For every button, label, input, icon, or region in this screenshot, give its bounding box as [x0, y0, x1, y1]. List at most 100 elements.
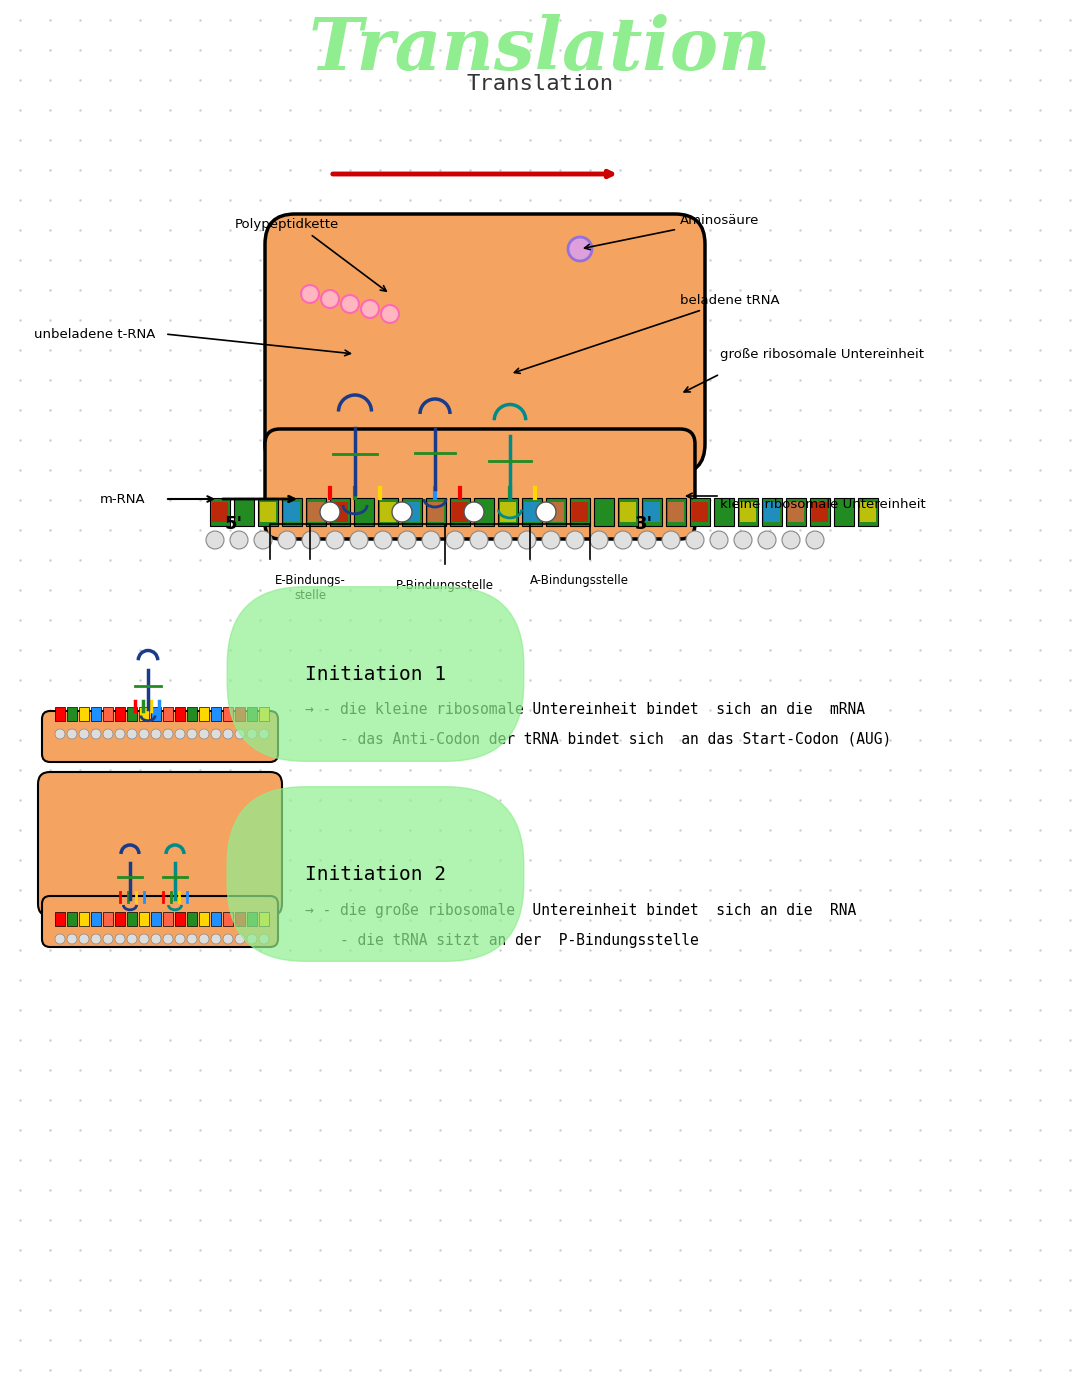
Bar: [500, 502, 516, 521]
Circle shape: [254, 531, 272, 549]
Circle shape: [399, 531, 416, 549]
Circle shape: [199, 934, 210, 944]
Circle shape: [278, 531, 296, 549]
Circle shape: [494, 531, 512, 549]
Circle shape: [381, 305, 399, 323]
Circle shape: [127, 729, 137, 739]
Bar: [330, 498, 350, 526]
Bar: [498, 498, 518, 526]
Bar: [308, 502, 324, 521]
Bar: [474, 498, 494, 526]
Bar: [428, 502, 444, 521]
Text: 3': 3': [635, 514, 653, 533]
Bar: [187, 912, 197, 926]
Bar: [669, 502, 684, 521]
Bar: [91, 707, 102, 721]
Circle shape: [710, 531, 728, 549]
Bar: [211, 707, 221, 721]
FancyBboxPatch shape: [42, 896, 278, 947]
Bar: [378, 498, 399, 526]
Bar: [836, 502, 852, 521]
Bar: [450, 498, 470, 526]
Circle shape: [55, 934, 65, 944]
FancyBboxPatch shape: [42, 711, 278, 763]
Circle shape: [114, 934, 125, 944]
Bar: [812, 502, 828, 521]
Bar: [690, 498, 710, 526]
Bar: [151, 912, 161, 926]
Bar: [222, 912, 233, 926]
Circle shape: [79, 934, 89, 944]
FancyBboxPatch shape: [265, 429, 696, 539]
Bar: [222, 707, 233, 721]
Bar: [234, 498, 254, 526]
Bar: [570, 498, 590, 526]
Text: A-Bindungsstelle: A-Bindungsstelle: [530, 574, 629, 587]
Circle shape: [103, 934, 113, 944]
Circle shape: [638, 531, 656, 549]
Circle shape: [374, 531, 392, 549]
Bar: [55, 707, 65, 721]
Text: Translation: Translation: [309, 14, 771, 85]
Bar: [788, 502, 804, 521]
Text: Aminosäure: Aminosäure: [584, 215, 759, 250]
Bar: [306, 498, 326, 526]
Circle shape: [301, 284, 319, 302]
Circle shape: [615, 531, 632, 549]
Circle shape: [187, 934, 197, 944]
Bar: [548, 502, 564, 521]
Text: Initiation 1: Initiation 1: [305, 665, 446, 683]
Circle shape: [782, 531, 800, 549]
Bar: [212, 502, 228, 521]
Bar: [163, 912, 173, 926]
Circle shape: [806, 531, 824, 549]
Bar: [259, 912, 269, 926]
Circle shape: [662, 531, 680, 549]
Bar: [786, 498, 806, 526]
Bar: [187, 707, 197, 721]
Bar: [834, 498, 854, 526]
Bar: [476, 502, 492, 521]
Text: Polypeptidkette: Polypeptidkette: [235, 217, 339, 230]
Circle shape: [446, 531, 464, 549]
Circle shape: [151, 934, 161, 944]
Circle shape: [350, 531, 368, 549]
Bar: [858, 498, 878, 526]
Bar: [354, 498, 374, 526]
Bar: [175, 707, 185, 721]
Circle shape: [139, 729, 149, 739]
Circle shape: [686, 531, 704, 549]
Circle shape: [235, 934, 245, 944]
Circle shape: [175, 729, 185, 739]
Bar: [235, 707, 245, 721]
Bar: [67, 912, 77, 926]
Bar: [284, 502, 300, 521]
Circle shape: [175, 934, 185, 944]
Bar: [260, 502, 276, 521]
Circle shape: [91, 729, 102, 739]
Bar: [596, 502, 612, 521]
Bar: [642, 498, 662, 526]
Bar: [127, 912, 137, 926]
Circle shape: [139, 934, 149, 944]
Circle shape: [392, 502, 411, 521]
Bar: [163, 707, 173, 721]
Circle shape: [151, 729, 161, 739]
Bar: [127, 707, 137, 721]
Circle shape: [590, 531, 608, 549]
Circle shape: [199, 729, 210, 739]
Bar: [103, 707, 113, 721]
Bar: [235, 912, 245, 926]
Circle shape: [187, 729, 197, 739]
Bar: [453, 502, 468, 521]
Text: P-Bindungsstelle: P-Bindungsstelle: [396, 579, 494, 592]
Circle shape: [259, 729, 269, 739]
Bar: [114, 912, 125, 926]
Bar: [332, 502, 348, 521]
Bar: [810, 498, 831, 526]
Bar: [79, 707, 89, 721]
Bar: [740, 502, 756, 521]
Bar: [211, 912, 221, 926]
Circle shape: [518, 531, 536, 549]
Circle shape: [422, 531, 440, 549]
